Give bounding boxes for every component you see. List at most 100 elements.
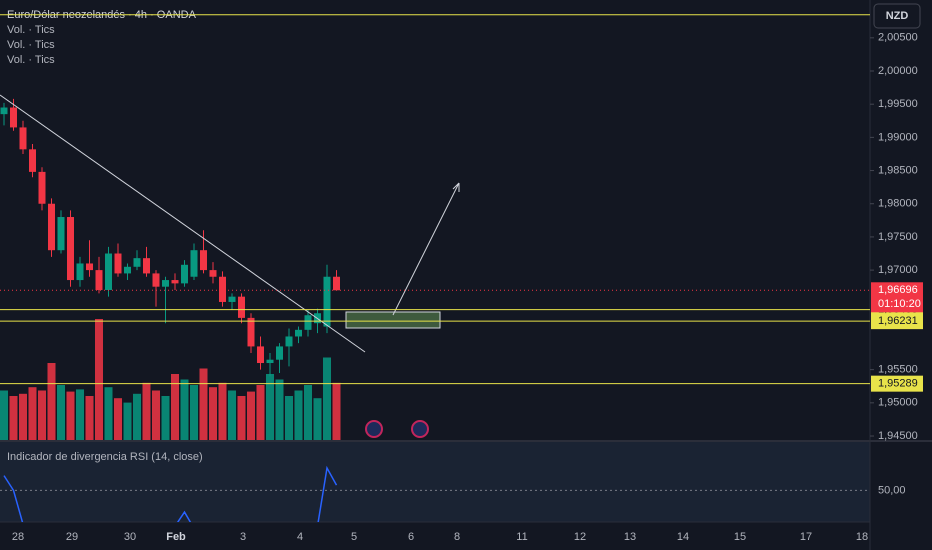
volume-bar [76, 389, 84, 440]
candle-body [228, 296, 236, 302]
volume-bar [332, 382, 341, 440]
rsi-tick-label: 50,00 [878, 484, 906, 496]
candle-body [124, 266, 131, 274]
y-tick-label: 1,98000 [878, 198, 918, 210]
x-tick-label: 12 [574, 531, 586, 543]
x-tick-label: 6 [408, 531, 414, 543]
volume-bar [247, 391, 255, 440]
indicator-label: Vol. · Tics [7, 54, 55, 66]
y-tick-label: 2,00500 [878, 32, 918, 44]
event-icon [411, 420, 429, 438]
volume-bar [171, 374, 179, 440]
volume-bar [209, 387, 217, 440]
volume-bar [66, 391, 75, 440]
candle-body [200, 250, 207, 271]
volume-bar [256, 385, 265, 440]
candle-body [76, 263, 84, 281]
x-tick-label: 4 [297, 531, 303, 543]
volume-bar [0, 390, 8, 440]
volume-bar [190, 385, 198, 440]
volume-bar [114, 398, 122, 440]
volume-bar [304, 385, 312, 440]
current-price-tag [871, 282, 923, 313]
candle-body [38, 171, 46, 204]
candle-body [29, 149, 36, 172]
candle-body [209, 270, 217, 277]
candle-body [143, 258, 150, 274]
indicator-label: Vol. · Tics [7, 24, 55, 36]
candle-body [162, 280, 169, 287]
volume-bar [180, 379, 189, 440]
y-tick-label: 1,94500 [878, 430, 918, 442]
volume-bar [323, 357, 331, 440]
volume-bar [161, 396, 170, 440]
rsi-pane [0, 442, 870, 522]
level-tag [871, 313, 923, 330]
candle-body [152, 273, 160, 287]
y-tick-label: 1,99500 [878, 98, 918, 110]
volume-bar [152, 390, 160, 440]
candle-body [333, 276, 340, 291]
event-icon [365, 420, 383, 438]
volume-bar [199, 368, 208, 440]
candle-body [181, 264, 188, 284]
candle-body [86, 263, 93, 271]
rsi-title: Indicador de divergencia RSI (14, close) [7, 451, 203, 463]
volume-bar [218, 382, 227, 440]
candle-body [190, 250, 198, 277]
candle-body [295, 329, 302, 337]
arrow-head [452, 182, 460, 192]
level-tag [871, 375, 923, 392]
volume-bar [57, 385, 65, 440]
x-tick-label: 3 [240, 531, 246, 543]
candle-body [105, 253, 112, 291]
volume-bar [104, 387, 113, 440]
indicator-label: Vol. · Tics [7, 39, 55, 51]
volume-bar [313, 398, 322, 440]
y-tick-label: 1,95500 [878, 364, 918, 376]
currency-label[interactable]: NZD [886, 10, 909, 22]
candle-body [285, 336, 293, 347]
volume-bar [237, 396, 246, 440]
x-tick-label: 29 [66, 531, 78, 543]
candle-body [304, 315, 312, 330]
candle-body [48, 203, 55, 251]
candle-body [133, 258, 141, 267]
x-tick-label: 13 [624, 531, 636, 543]
arrow-line [392, 182, 460, 316]
candle-body [219, 276, 226, 302]
candle-body [10, 107, 17, 128]
x-tick-label: 30 [124, 531, 136, 543]
candle-body [114, 253, 122, 274]
candle-body [95, 270, 103, 291]
volume-bar [228, 390, 236, 440]
volume-bar [47, 363, 56, 440]
volume-bar [95, 319, 103, 440]
candle-body [257, 346, 264, 364]
candle-body [247, 317, 255, 347]
target-box [345, 311, 441, 329]
candle-body [323, 276, 331, 327]
volume-bar [294, 390, 303, 440]
candle-body [0, 107, 8, 115]
volume-bar [285, 396, 293, 440]
x-tick-label: 5 [351, 531, 357, 543]
volume-bar [9, 396, 18, 440]
x-tick-label: 8 [454, 531, 460, 543]
candle-body [57, 217, 65, 251]
volume-bar [19, 393, 27, 440]
x-tick-label: 11 [516, 531, 527, 543]
y-tick-label: 1,97000 [878, 264, 918, 276]
candle-body [19, 127, 27, 150]
currency-button[interactable] [873, 3, 921, 29]
volume-bar [266, 374, 274, 440]
candle-body [276, 346, 283, 360]
x-tick-label: 17 [800, 531, 812, 543]
candle-body [67, 217, 74, 281]
volume-bar [38, 390, 46, 440]
y-tick-label: 2,00000 [878, 65, 918, 77]
current-price-label: 1,96696 [878, 284, 918, 296]
volume-bar [275, 379, 284, 440]
x-tick-label: 14 [677, 531, 689, 543]
